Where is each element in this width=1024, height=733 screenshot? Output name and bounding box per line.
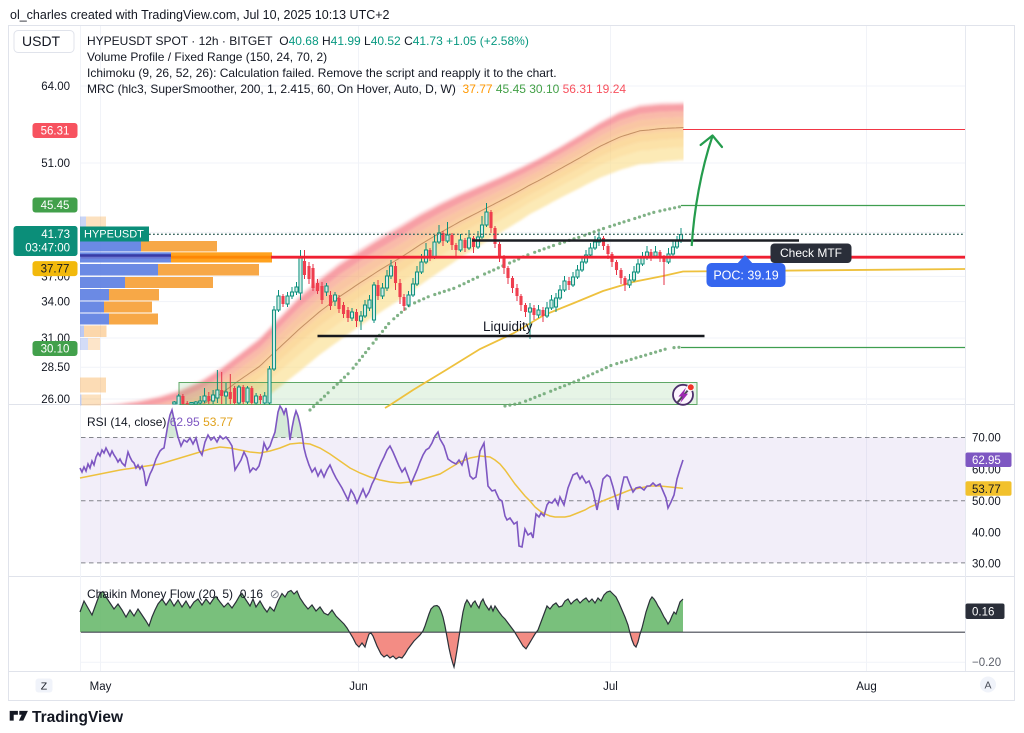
svg-text:70.00: 70.00 bbox=[972, 433, 1001, 445]
svg-text:Ichimoku (9, 26, 52, 26): Calc: Ichimoku (9, 26, 52, 26): Calculation fa… bbox=[87, 66, 557, 80]
svg-text:30.00: 30.00 bbox=[972, 559, 1001, 571]
svg-text:50.00: 50.00 bbox=[972, 496, 1001, 508]
svg-text:40.00: 40.00 bbox=[972, 528, 1001, 540]
svg-text:MRC (hlc3, SuperSmoother, 200,: MRC (hlc3, SuperSmoother, 200, 1, 2.415,… bbox=[87, 82, 626, 96]
svg-text:45.45: 45.45 bbox=[41, 200, 70, 212]
svg-text:TradingView: TradingView bbox=[32, 709, 124, 726]
svg-text:26.00: 26.00 bbox=[41, 394, 70, 406]
svg-text:A: A bbox=[984, 680, 991, 692]
svg-text:03:47:00: 03:47:00 bbox=[25, 243, 70, 255]
svg-text:41.73: 41.73 bbox=[41, 229, 70, 241]
svg-text:Aug: Aug bbox=[856, 681, 876, 693]
svg-text:Volume Profile / Fixed Range (: Volume Profile / Fixed Range (150, 24, 7… bbox=[87, 50, 327, 64]
svg-text:ol_charles created with Tradin: ol_charles created with TradingView.com,… bbox=[10, 8, 390, 22]
svg-text:Check MTF: Check MTF bbox=[780, 246, 842, 260]
svg-text:POC: 39.19: POC: 39.19 bbox=[713, 269, 778, 283]
svg-text:34.00: 34.00 bbox=[41, 297, 70, 309]
svg-text:62.95: 62.95 bbox=[972, 455, 1001, 467]
svg-text:Jul: Jul bbox=[603, 681, 618, 693]
svg-text:0.16: 0.16 bbox=[972, 607, 994, 619]
svg-text:−0.20: −0.20 bbox=[972, 657, 1001, 669]
svg-text:HYPEUSDT SPOT · 12h · BITGET: HYPEUSDT SPOT · 12h · BITGET O40.68 H41.… bbox=[87, 34, 529, 48]
svg-text:51.00: 51.00 bbox=[41, 158, 70, 170]
svg-text:53.77: 53.77 bbox=[972, 484, 1001, 496]
svg-text:28.50: 28.50 bbox=[41, 362, 70, 374]
svg-text:May: May bbox=[90, 681, 112, 693]
svg-text:USDT: USDT bbox=[22, 33, 61, 49]
svg-text:30.10: 30.10 bbox=[41, 344, 70, 356]
svg-text:56.31: 56.31 bbox=[41, 126, 70, 138]
svg-text:Chaikin Money Flow (20, 5) 0.: Chaikin Money Flow (20, 5) 0.16 ⊘ bbox=[87, 587, 280, 601]
svg-text:RSI (14, close) 62.95 53.77: RSI (14, close) 62.95 53.77 bbox=[87, 415, 233, 429]
svg-text:HYPEUSDT: HYPEUSDT bbox=[84, 228, 144, 240]
svg-text:64.00: 64.00 bbox=[41, 81, 70, 93]
svg-text:37.77: 37.77 bbox=[41, 264, 70, 276]
svg-text:Jun: Jun bbox=[349, 681, 368, 693]
svg-text:Liquidity: Liquidity bbox=[483, 319, 533, 334]
svg-text:Z: Z bbox=[41, 681, 48, 693]
svg-text:60.00: 60.00 bbox=[972, 465, 1001, 477]
